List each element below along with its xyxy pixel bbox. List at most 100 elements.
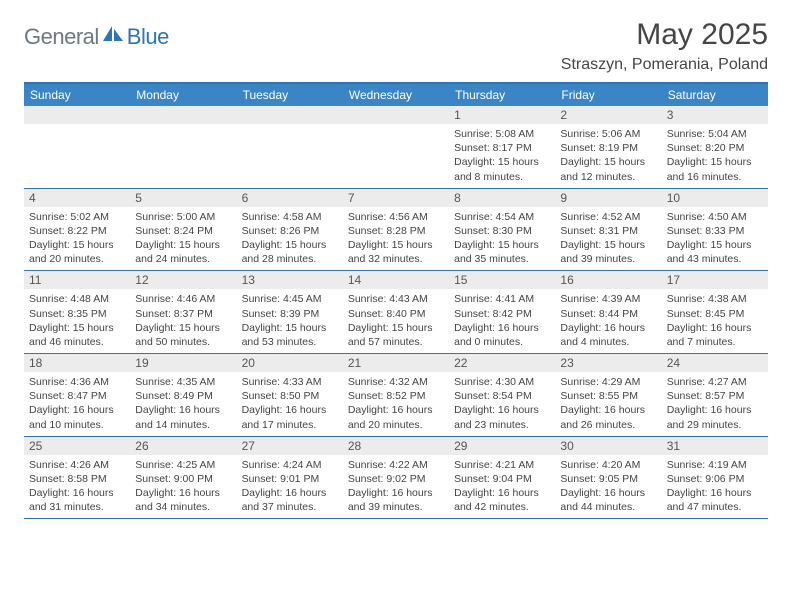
- day-cell: 30Sunrise: 4:20 AMSunset: 9:05 PMDayligh…: [555, 437, 661, 519]
- sunset-text: Sunset: 8:58 PM: [29, 472, 125, 486]
- day-details: Sunrise: 4:41 AMSunset: 8:42 PMDaylight:…: [449, 289, 555, 353]
- sunset-text: Sunset: 8:26 PM: [242, 224, 338, 238]
- sunrise-text: Sunrise: 4:52 AM: [560, 210, 656, 224]
- day-details: Sunrise: 4:27 AMSunset: 8:57 PMDaylight:…: [662, 372, 768, 436]
- day-number: 13: [237, 271, 343, 289]
- day-cell: 10Sunrise: 4:50 AMSunset: 8:33 PMDayligh…: [662, 189, 768, 271]
- day-details: Sunrise: 4:43 AMSunset: 8:40 PMDaylight:…: [343, 289, 449, 353]
- day-number: 27: [237, 437, 343, 455]
- day-number: 2: [555, 106, 661, 124]
- sunrise-text: Sunrise: 5:02 AM: [29, 210, 125, 224]
- sunrise-text: Sunrise: 4:32 AM: [348, 375, 444, 389]
- sunrise-text: Sunrise: 5:00 AM: [135, 210, 231, 224]
- day-number: 10: [662, 189, 768, 207]
- day-cell: 18Sunrise: 4:36 AMSunset: 8:47 PMDayligh…: [24, 354, 130, 436]
- daylight-text: Daylight: 15 hours and 20 minutes.: [29, 238, 125, 266]
- daylight-text: Daylight: 15 hours and 53 minutes.: [242, 321, 338, 349]
- day-number: 31: [662, 437, 768, 455]
- day-details: Sunrise: 5:04 AMSunset: 8:20 PMDaylight:…: [662, 124, 768, 188]
- day-cell: 22Sunrise: 4:30 AMSunset: 8:54 PMDayligh…: [449, 354, 555, 436]
- week-row: 1Sunrise: 5:08 AMSunset: 8:17 PMDaylight…: [24, 106, 768, 189]
- daylight-text: Daylight: 16 hours and 29 minutes.: [667, 403, 763, 431]
- sunset-text: Sunset: 9:00 PM: [135, 472, 231, 486]
- daylight-text: Daylight: 15 hours and 50 minutes.: [135, 321, 231, 349]
- day-cell: 9Sunrise: 4:52 AMSunset: 8:31 PMDaylight…: [555, 189, 661, 271]
- sunrise-text: Sunrise: 4:25 AM: [135, 458, 231, 472]
- daylight-text: Daylight: 15 hours and 57 minutes.: [348, 321, 444, 349]
- daylight-text: Daylight: 16 hours and 47 minutes.: [667, 486, 763, 514]
- daylight-text: Daylight: 15 hours and 12 minutes.: [560, 155, 656, 183]
- day-cell: 8Sunrise: 4:54 AMSunset: 8:30 PMDaylight…: [449, 189, 555, 271]
- day-cell: 17Sunrise: 4:38 AMSunset: 8:45 PMDayligh…: [662, 271, 768, 353]
- brand-part1: General: [24, 24, 99, 50]
- day-number: 23: [555, 354, 661, 372]
- sunset-text: Sunset: 8:55 PM: [560, 389, 656, 403]
- weekday-header-row: Sunday Monday Tuesday Wednesday Thursday…: [24, 84, 768, 106]
- weeks-container: 1Sunrise: 5:08 AMSunset: 8:17 PMDaylight…: [24, 106, 768, 519]
- day-cell: 2Sunrise: 5:06 AMSunset: 8:19 PMDaylight…: [555, 106, 661, 188]
- day-details: Sunrise: 4:48 AMSunset: 8:35 PMDaylight:…: [24, 289, 130, 353]
- daylight-text: Daylight: 15 hours and 28 minutes.: [242, 238, 338, 266]
- sunset-text: Sunset: 9:02 PM: [348, 472, 444, 486]
- day-number: 28: [343, 437, 449, 455]
- sunrise-text: Sunrise: 5:08 AM: [454, 127, 550, 141]
- day-details: Sunrise: 4:29 AMSunset: 8:55 PMDaylight:…: [555, 372, 661, 436]
- day-number: 15: [449, 271, 555, 289]
- sunset-text: Sunset: 9:06 PM: [667, 472, 763, 486]
- daylight-text: Daylight: 16 hours and 4 minutes.: [560, 321, 656, 349]
- day-number: 8: [449, 189, 555, 207]
- day-details: Sunrise: 4:30 AMSunset: 8:54 PMDaylight:…: [449, 372, 555, 436]
- daylight-text: Daylight: 16 hours and 42 minutes.: [454, 486, 550, 514]
- sunrise-text: Sunrise: 4:26 AM: [29, 458, 125, 472]
- sunset-text: Sunset: 8:19 PM: [560, 141, 656, 155]
- daylight-text: Daylight: 16 hours and 20 minutes.: [348, 403, 444, 431]
- day-number: 21: [343, 354, 449, 372]
- day-number: [237, 106, 343, 124]
- day-cell: 11Sunrise: 4:48 AMSunset: 8:35 PMDayligh…: [24, 271, 130, 353]
- sunrise-text: Sunrise: 4:38 AM: [667, 292, 763, 306]
- daylight-text: Daylight: 16 hours and 17 minutes.: [242, 403, 338, 431]
- sunrise-text: Sunrise: 4:39 AM: [560, 292, 656, 306]
- sunset-text: Sunset: 8:33 PM: [667, 224, 763, 238]
- sunset-text: Sunset: 8:24 PM: [135, 224, 231, 238]
- day-number: 9: [555, 189, 661, 207]
- daylight-text: Daylight: 16 hours and 26 minutes.: [560, 403, 656, 431]
- daylight-text: Daylight: 16 hours and 34 minutes.: [135, 486, 231, 514]
- day-number: 12: [130, 271, 236, 289]
- day-cell: 21Sunrise: 4:32 AMSunset: 8:52 PMDayligh…: [343, 354, 449, 436]
- daylight-text: Daylight: 16 hours and 14 minutes.: [135, 403, 231, 431]
- day-details: Sunrise: 4:20 AMSunset: 9:05 PMDaylight:…: [555, 455, 661, 519]
- day-details: Sunrise: 5:00 AMSunset: 8:24 PMDaylight:…: [130, 207, 236, 271]
- day-details: Sunrise: 4:35 AMSunset: 8:49 PMDaylight:…: [130, 372, 236, 436]
- brand-logo: General Blue: [24, 18, 169, 50]
- day-number: [343, 106, 449, 124]
- sunrise-text: Sunrise: 4:58 AM: [242, 210, 338, 224]
- daylight-text: Daylight: 16 hours and 31 minutes.: [29, 486, 125, 514]
- week-row: 4Sunrise: 5:02 AMSunset: 8:22 PMDaylight…: [24, 189, 768, 272]
- daylight-text: Daylight: 16 hours and 0 minutes.: [454, 321, 550, 349]
- day-cell: 15Sunrise: 4:41 AMSunset: 8:42 PMDayligh…: [449, 271, 555, 353]
- day-cell: 20Sunrise: 4:33 AMSunset: 8:50 PMDayligh…: [237, 354, 343, 436]
- daylight-text: Daylight: 16 hours and 10 minutes.: [29, 403, 125, 431]
- day-cell: 26Sunrise: 4:25 AMSunset: 9:00 PMDayligh…: [130, 437, 236, 519]
- day-details: Sunrise: 4:54 AMSunset: 8:30 PMDaylight:…: [449, 207, 555, 271]
- sunset-text: Sunset: 9:04 PM: [454, 472, 550, 486]
- sunset-text: Sunset: 8:37 PM: [135, 307, 231, 321]
- day-details: Sunrise: 4:22 AMSunset: 9:02 PMDaylight:…: [343, 455, 449, 519]
- daylight-text: Daylight: 15 hours and 16 minutes.: [667, 155, 763, 183]
- daylight-text: Daylight: 16 hours and 23 minutes.: [454, 403, 550, 431]
- daylight-text: Daylight: 15 hours and 46 minutes.: [29, 321, 125, 349]
- sunset-text: Sunset: 9:05 PM: [560, 472, 656, 486]
- sunset-text: Sunset: 8:17 PM: [454, 141, 550, 155]
- sunrise-text: Sunrise: 4:48 AM: [29, 292, 125, 306]
- daylight-text: Daylight: 16 hours and 7 minutes.: [667, 321, 763, 349]
- weekday-label: Monday: [130, 84, 236, 106]
- day-cell: 27Sunrise: 4:24 AMSunset: 9:01 PMDayligh…: [237, 437, 343, 519]
- sunset-text: Sunset: 8:54 PM: [454, 389, 550, 403]
- day-number: 5: [130, 189, 236, 207]
- week-row: 18Sunrise: 4:36 AMSunset: 8:47 PMDayligh…: [24, 354, 768, 437]
- day-details: Sunrise: 5:02 AMSunset: 8:22 PMDaylight:…: [24, 207, 130, 271]
- sunset-text: Sunset: 8:57 PM: [667, 389, 763, 403]
- day-number: 30: [555, 437, 661, 455]
- day-cell: 14Sunrise: 4:43 AMSunset: 8:40 PMDayligh…: [343, 271, 449, 353]
